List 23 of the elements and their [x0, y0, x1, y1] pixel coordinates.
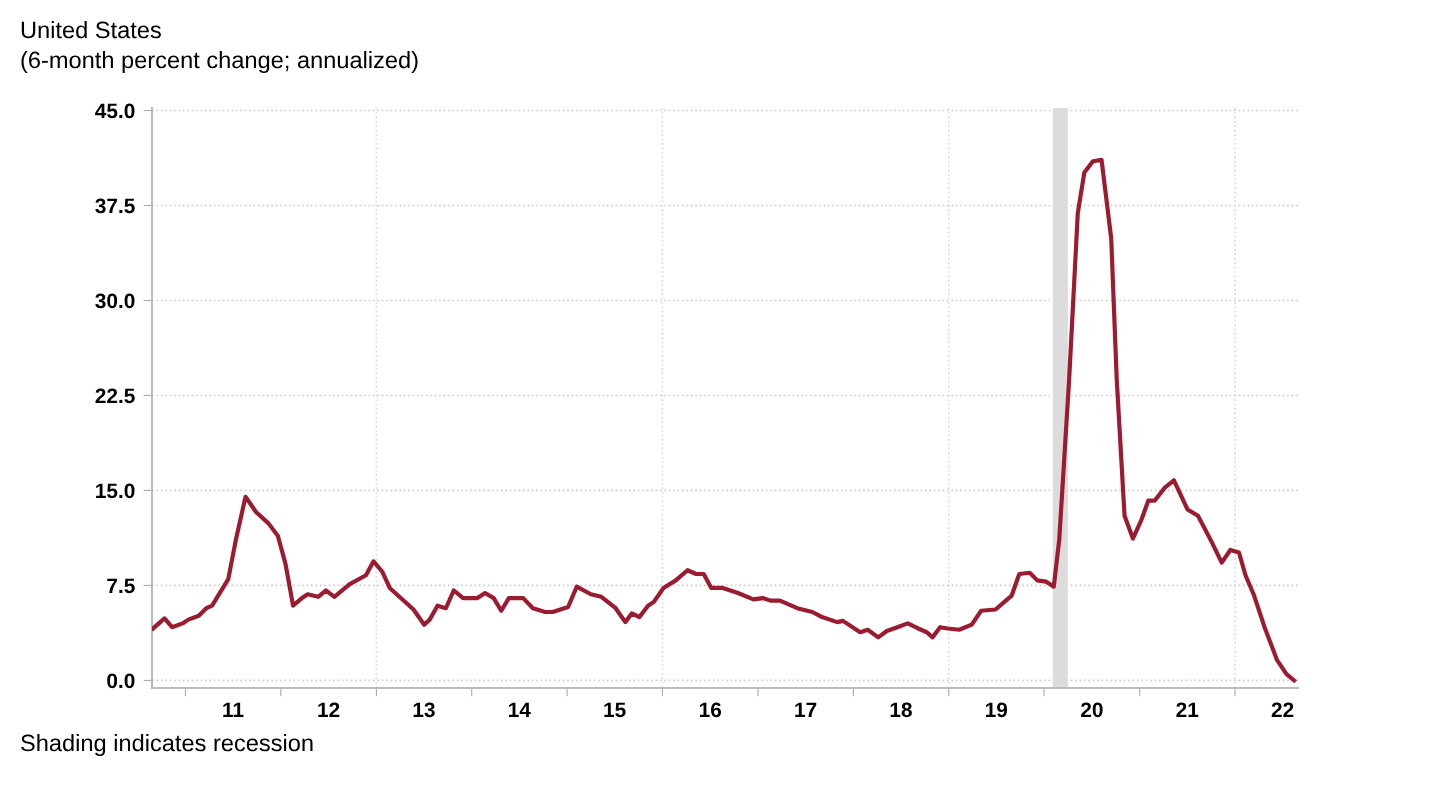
y-tick-label: 30.0 — [95, 293, 135, 309]
chart-title: United States — [21, 21, 161, 39]
x-tick-label: 21 — [1176, 702, 1199, 717]
y-tick-label: 22.5 — [95, 388, 135, 404]
x-tick-label: 11 — [223, 702, 244, 717]
y-tick-label: 45.0 — [95, 103, 135, 119]
y-tick-label: 0.0 — [107, 673, 135, 689]
line-series — [152, 157, 1297, 683]
chart-subtitle: (6-month percent change; annualized) — [21, 51, 418, 74]
x-tick-label: 12 — [318, 702, 340, 717]
x-tick-label: 18 — [890, 702, 912, 718]
y-tick-label: 7.5 — [107, 578, 135, 594]
text: Shading indicates recession — [21, 733, 313, 757]
y-tick-label: 15.0 — [96, 483, 135, 499]
x-tick-label: 15 — [604, 702, 626, 718]
x-tick-label: 20 — [1081, 702, 1103, 718]
x-tick-label: 17 — [795, 702, 817, 717]
x-tick-label: 13 — [413, 702, 435, 718]
x-tick-label: 16 — [699, 702, 722, 718]
x-tick-label: 14 — [509, 702, 531, 717]
y-tick-label: 37.5 — [95, 198, 135, 214]
x-tick-label: 19 — [986, 702, 1008, 718]
x-tick-label: 22 — [1271, 702, 1294, 717]
